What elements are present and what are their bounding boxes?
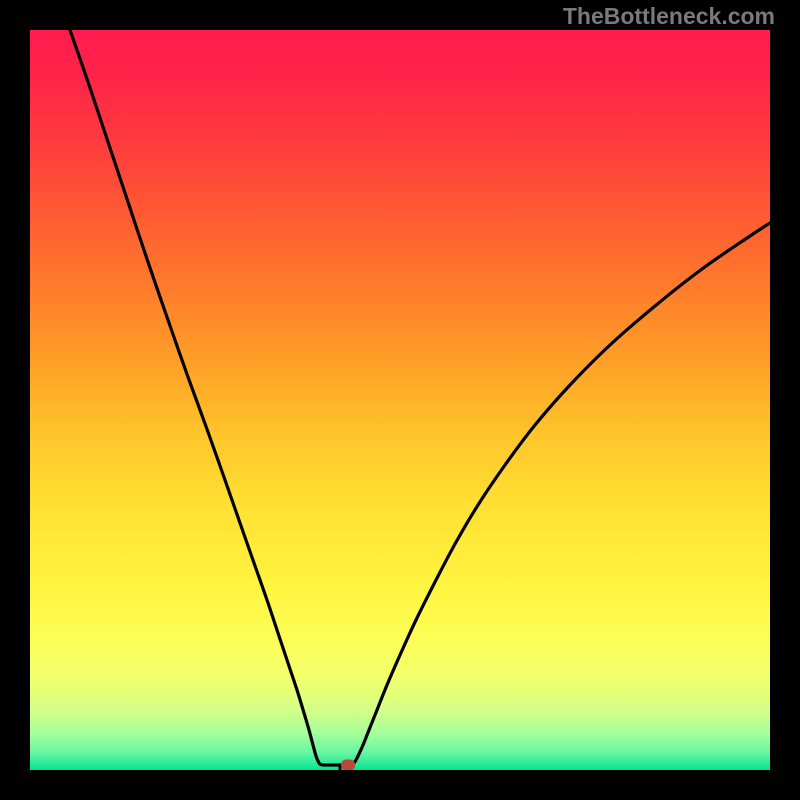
optimal-marker [341, 760, 355, 771]
gradient-background [30, 30, 770, 770]
watermark-text: TheBottleneck.com [563, 3, 775, 30]
chart-frame [0, 0, 800, 800]
chart-svg [0, 0, 800, 800]
